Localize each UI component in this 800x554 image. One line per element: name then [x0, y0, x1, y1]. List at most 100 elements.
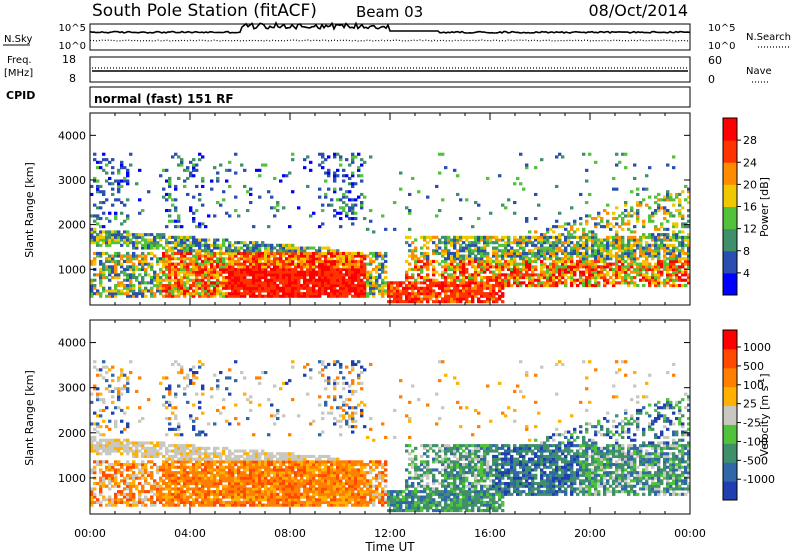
velocity-cell — [213, 477, 216, 480]
velocity-cell — [204, 501, 207, 504]
power-cell — [261, 263, 264, 266]
power-cell — [333, 273, 336, 276]
power-cell — [318, 292, 321, 295]
velocity-cell — [192, 428, 195, 431]
power-cell — [561, 271, 564, 274]
power-cell — [174, 279, 177, 282]
power-cell — [468, 273, 471, 276]
power-cell — [219, 257, 222, 260]
velocity-cell — [111, 401, 114, 404]
power-cell — [552, 241, 555, 244]
velocity-cell — [216, 493, 219, 496]
power-cell — [237, 241, 240, 244]
velocity-cell — [165, 452, 168, 455]
power-cell — [585, 233, 588, 236]
freq-label-line1: Freq. — [7, 55, 32, 66]
velocity-cell — [234, 487, 237, 490]
power-cell — [327, 271, 330, 274]
power-cell — [255, 271, 258, 274]
power-cell — [546, 239, 549, 242]
power-cell — [93, 204, 96, 207]
power-cell — [453, 279, 456, 282]
power-cell — [243, 287, 246, 290]
power-cell — [552, 284, 555, 287]
power-cell — [99, 217, 102, 220]
power-cell — [666, 273, 669, 276]
velocity-cell — [108, 444, 111, 447]
power-cell — [663, 284, 666, 287]
power-cell — [486, 265, 489, 268]
velocity-cell — [105, 439, 108, 442]
power-cell — [165, 239, 168, 242]
power-cell — [627, 273, 630, 276]
velocity-cell — [93, 360, 96, 363]
power-cell — [543, 252, 546, 255]
power-cell — [327, 284, 330, 287]
velocity-cell — [111, 379, 114, 382]
power-cell — [663, 212, 666, 215]
velocity-cell — [129, 496, 132, 499]
velocity-cell — [168, 450, 171, 453]
power-cell — [645, 271, 648, 274]
power-cell — [663, 209, 666, 212]
power-cell — [525, 263, 528, 266]
power-cell — [297, 206, 300, 209]
power-cell — [624, 265, 627, 268]
power-cell — [462, 249, 465, 252]
velocity-cell — [132, 501, 135, 504]
power-cell — [300, 276, 303, 279]
power-cell — [408, 255, 411, 258]
power-cell — [204, 273, 207, 276]
velocity-cell — [219, 371, 222, 374]
power-cell — [288, 247, 291, 250]
power-cell — [90, 263, 93, 266]
power-cell — [192, 292, 195, 295]
power-cell — [153, 271, 156, 274]
power-cell — [210, 273, 213, 276]
power-cell — [333, 214, 336, 217]
velocity-cell — [180, 463, 183, 466]
power-cell — [582, 260, 585, 263]
power-cell — [537, 276, 540, 279]
power-cell — [159, 268, 162, 271]
power-cell — [477, 263, 480, 266]
power-cell — [495, 292, 498, 295]
velocity-cell — [207, 477, 210, 480]
velocity-cell — [183, 458, 186, 461]
velocity-cell — [144, 490, 147, 493]
power-cell — [684, 257, 687, 260]
power-cell — [567, 265, 570, 268]
noise-left-tick-high: 10^5 — [59, 23, 86, 34]
velocity-cell — [192, 504, 195, 507]
velocity-cell — [108, 463, 111, 466]
power-cell — [234, 249, 237, 252]
power-cell — [333, 287, 336, 290]
power-cell — [465, 271, 468, 274]
power-cell — [348, 260, 351, 263]
power-cell — [666, 239, 669, 242]
power-cell — [282, 174, 285, 177]
power-cell — [402, 289, 405, 292]
power-cell — [330, 252, 333, 255]
power-cell — [186, 257, 189, 260]
power-cell — [681, 190, 684, 193]
power-cell — [408, 276, 411, 279]
power-cell — [618, 239, 621, 242]
power-cell — [681, 249, 684, 252]
velocity-cell — [144, 468, 147, 471]
power-cell — [354, 155, 357, 158]
power-cell — [282, 284, 285, 287]
power-cell — [558, 236, 561, 239]
velocity-cell — [174, 455, 177, 458]
power-cell — [342, 263, 345, 266]
power-cell — [243, 292, 246, 295]
power-cell — [630, 271, 633, 274]
power-cell — [453, 252, 456, 255]
power-cell — [531, 260, 534, 263]
power-cell — [642, 220, 645, 223]
power-cell — [225, 265, 228, 268]
power-cell — [372, 281, 375, 284]
power-cell — [348, 206, 351, 209]
velocity-cell — [159, 493, 162, 496]
power-cell — [180, 244, 183, 247]
